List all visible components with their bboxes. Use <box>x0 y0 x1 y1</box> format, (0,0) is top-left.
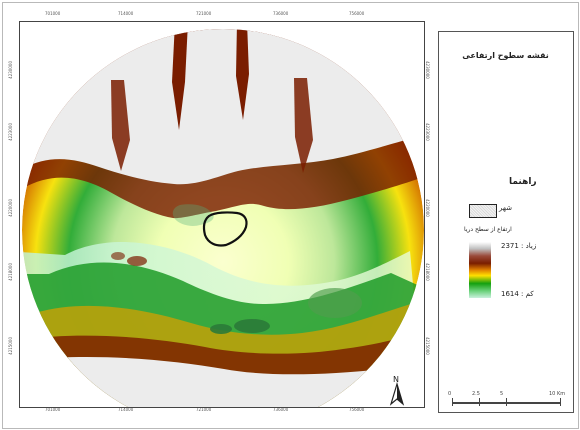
x-tick-bottom-4: 736000 <box>273 407 289 412</box>
legend-panel: نقشه سطوح ارتفاعی راهنما شهر ارتفاع از س… <box>438 31 574 413</box>
y-tick-right-5: 4215000 <box>425 337 430 355</box>
scale-bar: 0 2.5 5 10 Km <box>448 388 570 406</box>
city-label: شهر <box>499 204 512 212</box>
elevation-ramp <box>469 242 491 298</box>
north-arrow: N <box>387 375 407 410</box>
y-tick-left-4: 4218000 <box>8 263 13 281</box>
scale-tick-2 <box>506 398 507 406</box>
y-tick-right-3: 4220000 <box>425 199 430 217</box>
x-tick-top-2: 714000 <box>118 11 134 16</box>
scale-label-2: 5 <box>500 391 504 397</box>
y-tick-right-1: 4230000 <box>425 61 430 79</box>
scale-tick-0 <box>452 398 453 406</box>
elevation-low-label: کم : 1614 <box>501 290 534 298</box>
north-label: N <box>393 375 399 384</box>
north-arrow-icon <box>389 381 405 406</box>
y-tick-left-5: 4215000 <box>8 337 13 355</box>
x-tick-top-1: 701000 <box>45 11 61 16</box>
y-tick-left-3: 4220000 <box>8 199 13 217</box>
city-swatch <box>469 204 497 218</box>
x-tick-bottom-3: 721000 <box>196 407 212 412</box>
x-tick-top-4: 736000 <box>273 11 289 16</box>
x-tick-bottom-2: 714000 <box>118 407 134 412</box>
x-tick-top-3: 721000 <box>196 11 212 16</box>
scale-label-0: 0 <box>448 391 452 397</box>
y-tick-left-1: 4230000 <box>8 61 13 79</box>
elevation-map-panel <box>19 21 425 408</box>
x-tick-bottom-1: 701000 <box>45 407 61 412</box>
scale-tick-3 <box>560 398 561 406</box>
city-boundary <box>202 211 248 247</box>
elevation-title: ارتفاع از سطح دریا <box>464 226 512 233</box>
scale-label-3: 10 Km <box>549 391 566 397</box>
legend-title: راهنما <box>509 177 537 187</box>
y-tick-left-2: 4223000 <box>8 123 13 141</box>
x-tick-bottom-5: 756000 <box>349 407 365 412</box>
y-tick-right-4: 4218000 <box>425 263 430 281</box>
scale-tick-1 <box>479 398 480 406</box>
y-tick-right-2: 4223000 <box>425 123 430 141</box>
elevation-map-svg <box>20 22 424 407</box>
scale-label-1: 2.5 <box>472 391 480 397</box>
elevation-high-label: زیاد : 2371 <box>501 242 537 250</box>
x-tick-top-5: 756000 <box>349 11 365 16</box>
map-title: نقشه سطوح ارتفاعی <box>462 51 549 60</box>
